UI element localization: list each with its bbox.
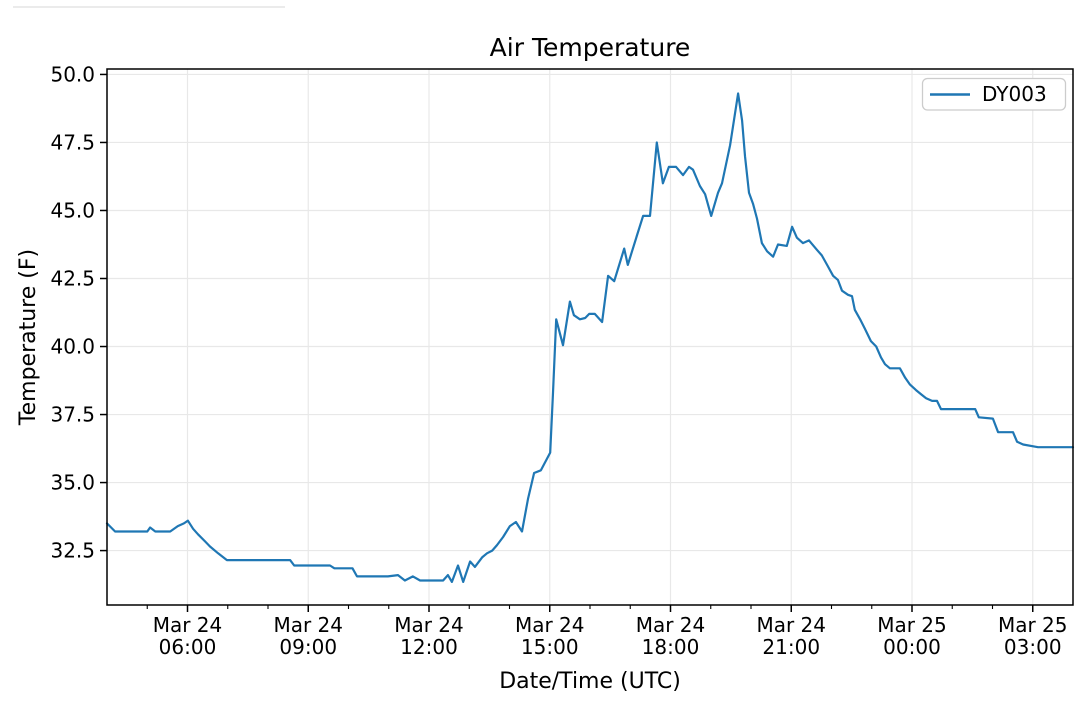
chart-title: Air Temperature xyxy=(490,33,691,62)
x-axis-label: Date/Time (UTC) xyxy=(499,669,681,694)
x-tick-label: Mar 24 15:00 xyxy=(515,613,585,659)
legend-label: DY003 xyxy=(982,82,1047,106)
y-tick-label: 50.0 xyxy=(50,62,95,86)
temperature-line xyxy=(105,92,1075,583)
top-edge-artifact xyxy=(13,6,285,8)
y-tick-label: 45.0 xyxy=(50,198,95,222)
x-tick-label: Mar 25 03:00 xyxy=(998,613,1068,659)
series-layer xyxy=(105,92,1075,583)
x-tick-label: Mar 24 06:00 xyxy=(153,613,223,659)
y-tick-label: 32.5 xyxy=(50,539,95,563)
x-tick-label: Mar 24 18:00 xyxy=(636,613,706,659)
y-axis-label: Temperature (F) xyxy=(16,249,41,426)
plot-area-spines xyxy=(106,68,1074,606)
axes-layer xyxy=(100,68,1074,612)
tick-label-layer: 32.5 35.0 37.5 40.0 42.5 45.0 47.5 50.0 Mar 24 06… xyxy=(50,62,1067,659)
x-tick-label: Mar 25 00:00 xyxy=(877,613,947,659)
x-tick-label: Mar 24 09:00 xyxy=(273,613,343,659)
y-tick-label: 40.0 xyxy=(50,335,95,359)
legend: DY003 xyxy=(921,77,1067,111)
y-tick-label: 37.5 xyxy=(50,403,95,427)
y-tick-label: 42.5 xyxy=(50,267,95,291)
legend-box xyxy=(921,77,1067,111)
y-tick-label: 35.0 xyxy=(50,471,95,495)
x-tick-label: Mar 24 12:00 xyxy=(394,613,464,659)
grid-layer xyxy=(107,69,1073,605)
x-tick-label: Mar 24 21:00 xyxy=(756,613,826,659)
y-tick-label: 47.5 xyxy=(50,130,95,154)
